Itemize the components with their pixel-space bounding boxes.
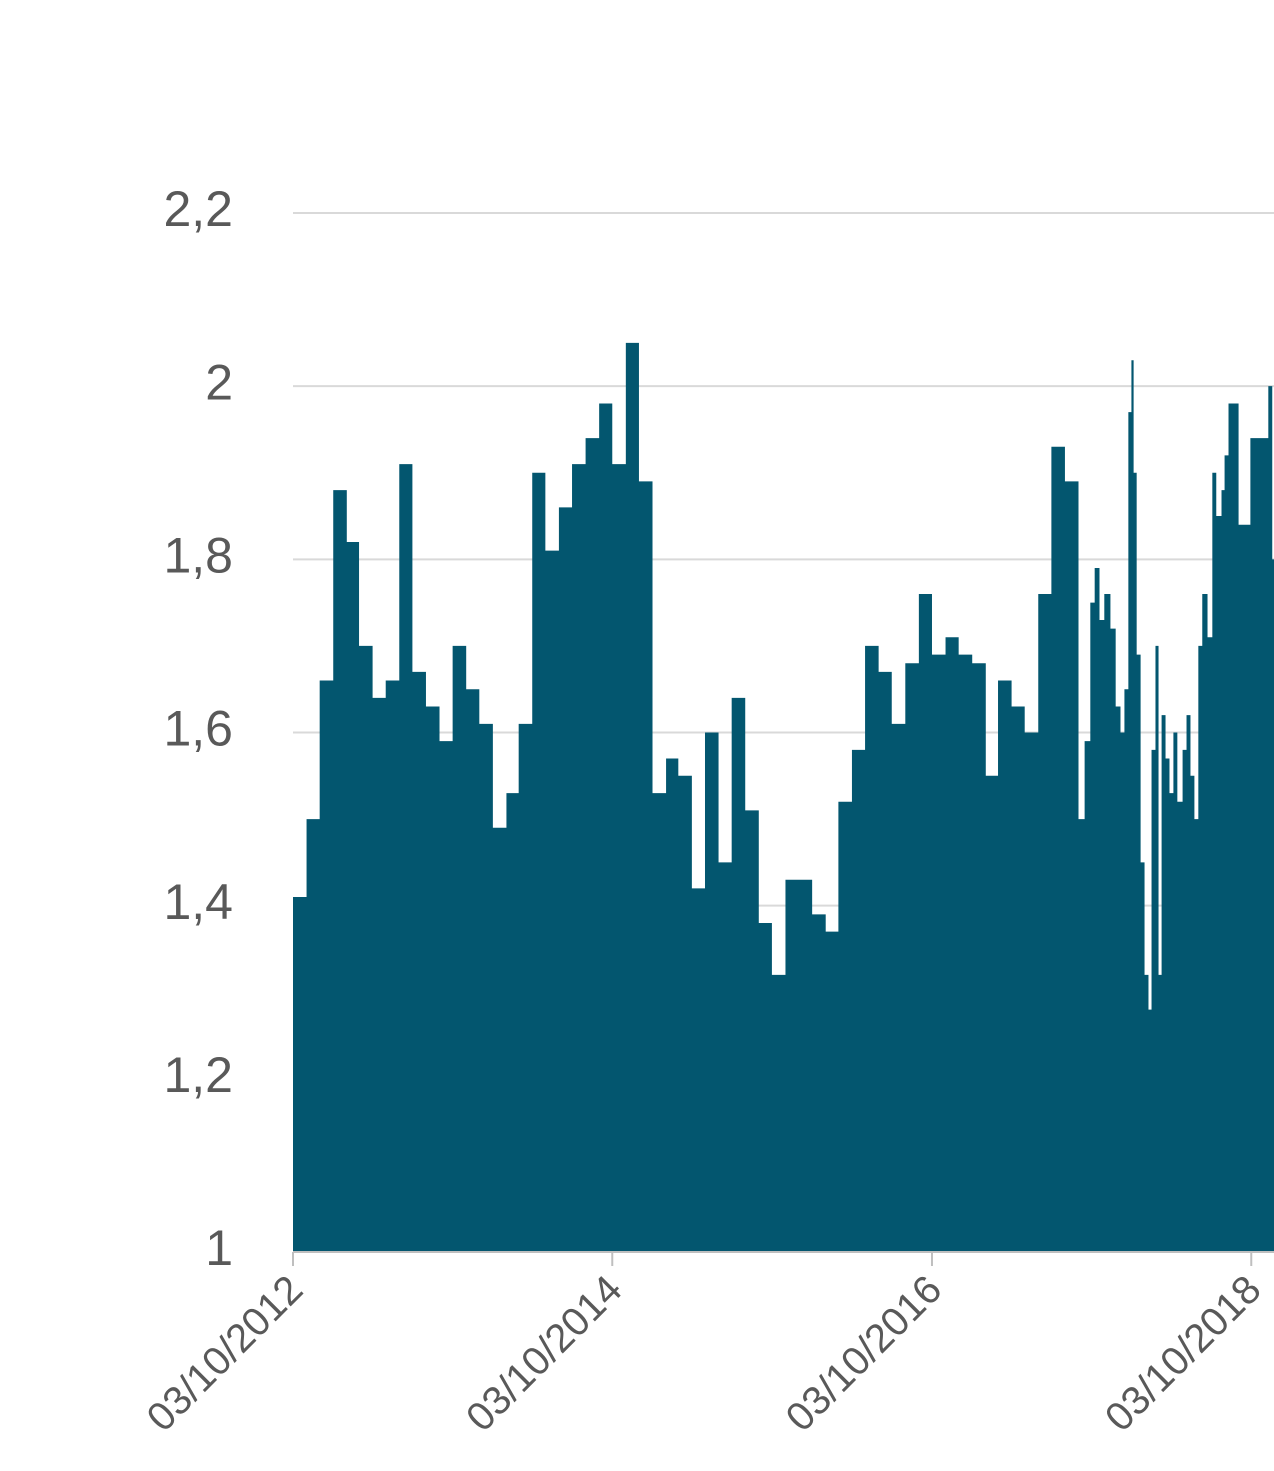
y-tick-label: 2 — [205, 354, 233, 410]
y-tick-label: 1,4 — [163, 874, 233, 930]
y-tick-label: 1,2 — [163, 1047, 233, 1103]
y-tick-label: 1,8 — [163, 528, 233, 584]
x-tick-label: 03/10/2014 — [458, 1267, 631, 1440]
y-tick-label: 2,2 — [163, 181, 233, 237]
x-tick-label: 03/10/2012 — [139, 1267, 312, 1440]
y-tick-label: 1 — [205, 1220, 233, 1276]
y-tick-label: 1,6 — [163, 701, 233, 757]
x-tick-label: 03/10/2018 — [1097, 1267, 1270, 1440]
area — [293, 342, 1274, 1252]
x-tick-label: 03/10/2016 — [778, 1267, 951, 1440]
